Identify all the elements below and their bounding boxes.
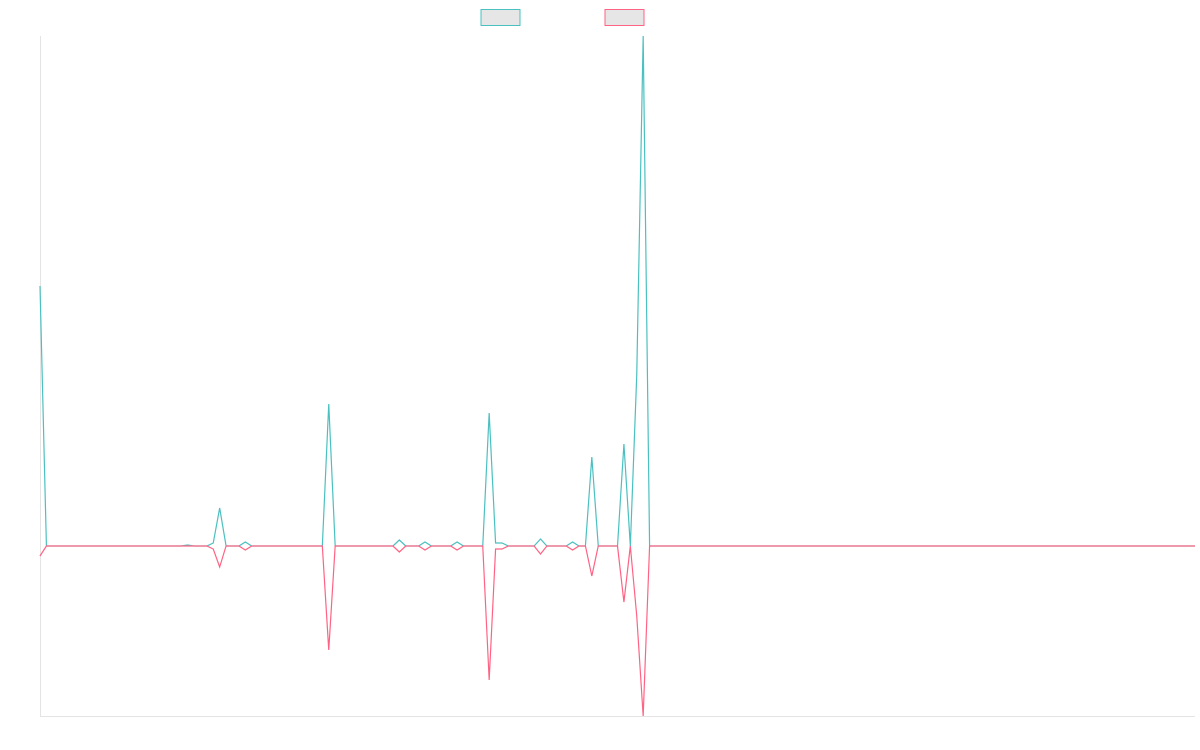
- legend-swatch: [604, 9, 645, 26]
- series-line: [39, 545, 1195, 717]
- series-line: [39, 35, 1195, 547]
- legend-swatch: [480, 9, 521, 26]
- legend: [480, 9, 645, 26]
